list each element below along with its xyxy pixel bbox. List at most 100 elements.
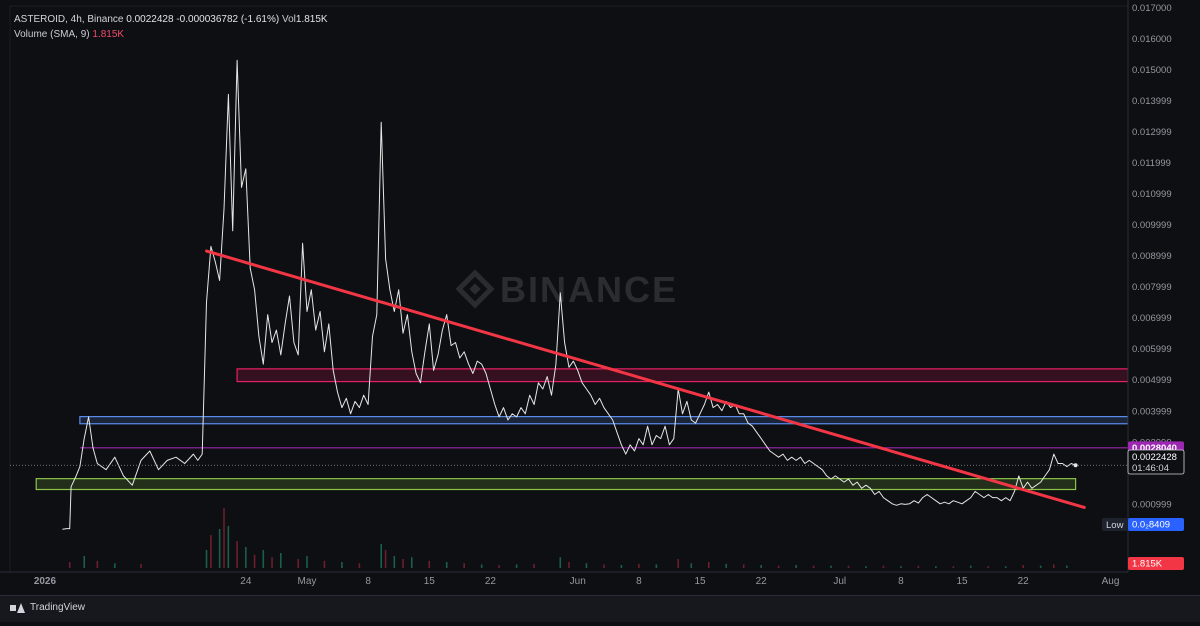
volume-bars: [68, 508, 1068, 568]
last-price-text: 0.0022428: [1132, 452, 1177, 463]
trendline[interactable]: [205, 249, 1086, 509]
volume-bar: [393, 556, 396, 568]
x-tick-label: May: [298, 576, 317, 587]
y-tick-label: 0.011999: [1132, 158, 1171, 169]
purple-level-text: 0.0028040: [1132, 443, 1177, 454]
price-series: [10, 59, 1128, 530]
x-tick-label: 8: [636, 576, 642, 587]
last-price-dot: [1073, 463, 1078, 468]
volume-bar: [83, 556, 86, 568]
tradingview-brand: TradingView: [30, 602, 86, 613]
volume-bar: [279, 553, 282, 568]
volume-bar: [245, 547, 247, 568]
volume-bar: [205, 550, 208, 568]
volume-bar: [402, 559, 404, 568]
x-tick-label: 22: [485, 576, 497, 587]
volume-bar: [655, 564, 658, 568]
volume-bar: [742, 564, 745, 568]
volume-bar: [952, 566, 955, 568]
volume-value-text: 1.815K: [1132, 559, 1163, 570]
x-tick-label: 8: [898, 576, 904, 587]
volume-bar: [760, 565, 762, 568]
volume-bar: [865, 566, 867, 568]
volume-indicator-label[interactable]: Volume (SMA, 9): [14, 29, 90, 40]
volume-bar: [262, 550, 265, 568]
y-tick-label: 0.004999: [1132, 375, 1172, 386]
y-tick-label: 0.009999: [1132, 220, 1172, 231]
volume-bar: [480, 564, 483, 568]
y-tick-label: 0.008999: [1132, 251, 1172, 262]
volume-bar: [707, 562, 710, 568]
volume-bar: [380, 544, 383, 568]
volume-bar: [533, 563, 535, 568]
volume-bar: [795, 565, 797, 568]
volume-bar: [323, 560, 326, 568]
volume-value-badge: [1128, 557, 1184, 570]
y-tick-label: 0.015000: [1132, 65, 1172, 76]
volume-bar: [1052, 564, 1055, 568]
price-line: [62, 59, 1076, 530]
countdown-text: 01:46:04: [1132, 463, 1169, 474]
volume-indicator-value: 1.815K: [92, 29, 125, 40]
volume-bar: [428, 560, 431, 568]
volume-bar: [677, 559, 679, 568]
y-tick-label: 0.007999: [1132, 282, 1172, 293]
trendline-layer[interactable]: [205, 249, 1086, 509]
volume-bar: [306, 556, 308, 568]
volume-bar: [498, 565, 500, 568]
volume-bar: [882, 565, 885, 568]
volume-bar: [568, 562, 570, 568]
last-price-badge: [1127, 449, 1185, 475]
volume-bar: [358, 563, 361, 568]
volume-bar: [114, 563, 116, 568]
vol-value: 1.815K: [295, 14, 328, 25]
watermark: BINANCE: [455, 269, 676, 310]
y-tick-label: 0.017000: [1132, 3, 1172, 14]
low-marker-text: 0.0₂8409: [1132, 520, 1170, 531]
x-tick-label: Jun: [570, 576, 586, 587]
vol-label: Vol: [281, 14, 296, 25]
green-zone[interactable]: [35, 478, 1077, 491]
volume-bar: [987, 566, 990, 568]
volume-bar: [847, 565, 850, 568]
volume-bar: [603, 564, 605, 568]
volume-bar: [935, 566, 937, 568]
volume-bar: [900, 566, 902, 568]
volume-bar: [1039, 565, 1042, 568]
y-tick-label: 0.005999: [1132, 344, 1172, 355]
x-tick-label: 2026: [34, 576, 57, 587]
time-axis[interactable]: 2026 24 May 8 15 22 Jun 8 15 22 Jul 8 15 22 Aug: [0, 571, 1128, 587]
y-tick-label: 0.013999: [1132, 96, 1172, 107]
volume-bar: [384, 550, 387, 568]
y-tick-label: 0.006999: [1132, 313, 1172, 324]
volume-bar: [68, 562, 71, 568]
volume-bar: [620, 565, 623, 568]
x-tick-label: 8: [365, 576, 371, 587]
volume-bar: [236, 541, 238, 568]
volume-bar: [559, 557, 562, 568]
volume-bar: [777, 565, 780, 568]
x-tick-label: 22: [756, 576, 768, 587]
volume-bar: [1004, 566, 1007, 568]
tradingview-logo[interactable]: TradingView: [10, 602, 85, 613]
x-tick-label: 15: [694, 576, 706, 587]
volume-bar: [341, 562, 343, 568]
volume-bar: [223, 508, 225, 568]
volume-bar: [227, 526, 230, 568]
x-tick-label: 15: [956, 576, 968, 587]
volume-bar: [445, 562, 448, 568]
blue-zone[interactable]: [79, 416, 1129, 425]
x-tick-label: Aug: [1102, 576, 1120, 587]
y-tick-label: 0.003999: [1132, 406, 1172, 417]
low-tag-badge: [1102, 518, 1128, 531]
low-marker-badge: [1128, 518, 1184, 531]
volume-bar: [812, 565, 815, 568]
volume-bar: [253, 554, 256, 568]
low-tag-text: Low: [1106, 520, 1124, 531]
volume-bar: [463, 563, 465, 568]
price-axis[interactable]: 0.017000 0.016000 0.015000 0.013999 0.012999…: [1127, 0, 1200, 595]
x-tick-label: 22: [1018, 576, 1030, 587]
symbol-label[interactable]: ASTEROID, 4h, Binance: [14, 14, 124, 25]
